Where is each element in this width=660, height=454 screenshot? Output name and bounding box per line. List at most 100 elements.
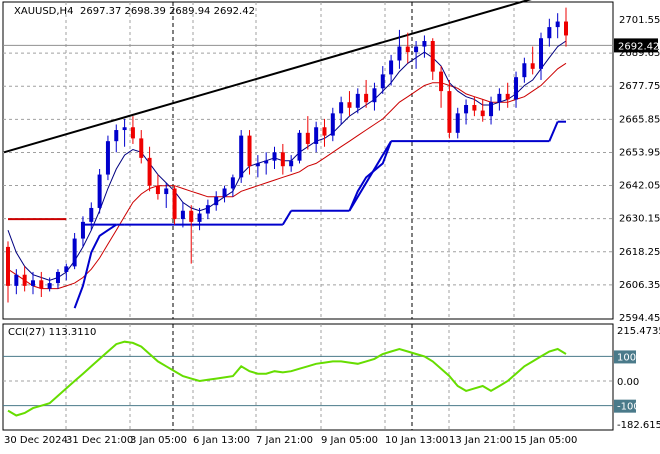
candle — [522, 57, 527, 83]
candle — [72, 232, 77, 270]
slow-moving-average — [7, 62, 567, 290]
candle — [305, 116, 310, 150]
trendline — [3, 0, 532, 154]
candle — [472, 96, 477, 117]
candle-body — [355, 93, 360, 108]
candle-body — [272, 152, 277, 161]
candle — [239, 130, 244, 183]
y-tick-label: 2677.75 — [619, 81, 660, 92]
candle — [130, 116, 135, 144]
candle-body — [364, 93, 369, 103]
candle — [222, 185, 227, 203]
candle-body — [172, 188, 177, 220]
x-tick-label: 10 Jan 13:00 — [385, 435, 448, 446]
candle-body — [489, 102, 494, 117]
candle-body — [47, 283, 52, 289]
candles — [6, 7, 568, 303]
candle — [297, 130, 302, 164]
candle-body — [6, 246, 10, 286]
candle — [289, 155, 294, 172]
candle-body — [414, 46, 419, 53]
candle-body — [372, 88, 377, 103]
candle — [372, 82, 377, 111]
candle — [6, 241, 10, 303]
candle-body — [447, 91, 452, 133]
y-tick-label: 2594.45 — [619, 313, 660, 324]
candle-body — [297, 132, 302, 161]
y-tick-label: 2630.15 — [619, 214, 660, 225]
candle — [547, 18, 552, 47]
last-price-tag-label: 2692.42 — [618, 41, 659, 52]
candle-body — [389, 60, 394, 75]
candle-body — [39, 280, 44, 289]
symbol-header: XAUUSD,H4 — [14, 6, 73, 17]
candle — [139, 130, 144, 164]
candle — [322, 118, 327, 147]
candle — [272, 146, 277, 169]
candle-body — [230, 177, 235, 189]
candle — [480, 99, 485, 122]
candle — [564, 7, 568, 47]
candle-body — [155, 185, 160, 195]
candle — [530, 46, 535, 75]
candle — [55, 269, 60, 289]
candle-body — [339, 102, 344, 114]
cci-y-tick-label: -182.6154 — [617, 420, 660, 431]
candle-body — [105, 141, 110, 175]
price-panel-frame — [2, 1, 614, 320]
cci-y-tick-label: 215.4735 — [617, 326, 660, 337]
ohlc-header: 2697.37 2698.39 2689.94 2692.42 — [80, 6, 255, 17]
candle-body — [130, 127, 135, 139]
candle-body — [422, 41, 427, 47]
candle — [497, 88, 502, 111]
cci-panel — [3, 340, 613, 417]
candle-body — [505, 93, 510, 100]
fast-moving-average — [7, 40, 567, 281]
trailing-stop-step — [348, 140, 392, 212]
trailing-stop-rise — [348, 140, 393, 212]
x-tick-label: 13 Jan 21:00 — [449, 435, 512, 446]
candle — [555, 13, 560, 39]
candle-body — [239, 135, 244, 178]
candle — [39, 271, 44, 297]
candle — [397, 29, 402, 69]
candle-body — [305, 132, 310, 144]
candle-body — [280, 152, 285, 167]
y-tick-label: 2665.85 — [619, 114, 660, 125]
candle — [247, 130, 252, 175]
x-tick-label: 7 Jan 21:00 — [256, 435, 313, 446]
candle-body — [289, 160, 294, 167]
candle-body — [80, 221, 85, 239]
candle-body — [14, 274, 19, 286]
candle — [89, 202, 94, 231]
candle-body — [222, 188, 227, 197]
candle-body — [330, 113, 335, 136]
candle-body — [547, 27, 552, 39]
trailing-stop-step — [548, 121, 559, 142]
candle-body — [64, 266, 69, 272]
candle — [347, 91, 352, 117]
candle — [214, 191, 219, 211]
cci-y-tick-label: 0.00 — [617, 377, 639, 388]
candle-body — [380, 74, 385, 89]
cci-level-tag — [614, 399, 636, 413]
resistance-trendline — [3, 0, 532, 154]
trailing-stop — [8, 120, 566, 309]
candle-body — [147, 157, 152, 186]
candle-body — [564, 21, 568, 36]
candle-body — [347, 102, 352, 108]
candle — [14, 269, 19, 295]
candle-body — [472, 105, 477, 111]
y-tick-label: 2618.25 — [619, 247, 660, 258]
candle-body — [89, 207, 94, 222]
candle — [164, 182, 169, 208]
candle — [197, 207, 202, 231]
candle-body — [530, 63, 535, 69]
candle-body — [122, 127, 127, 131]
candle — [47, 277, 52, 292]
candle — [155, 174, 160, 200]
candle — [330, 107, 335, 142]
candle — [314, 121, 319, 153]
